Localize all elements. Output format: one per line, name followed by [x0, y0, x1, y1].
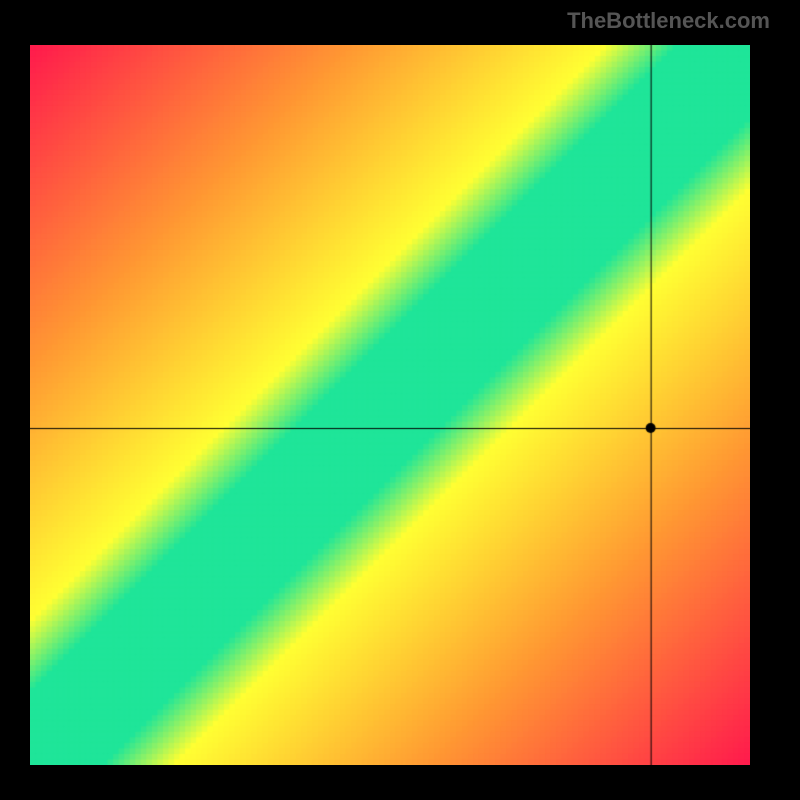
crosshair-overlay: [30, 45, 750, 765]
watermark-text: TheBottleneck.com: [567, 8, 770, 34]
chart-container: TheBottleneck.com: [0, 0, 800, 800]
